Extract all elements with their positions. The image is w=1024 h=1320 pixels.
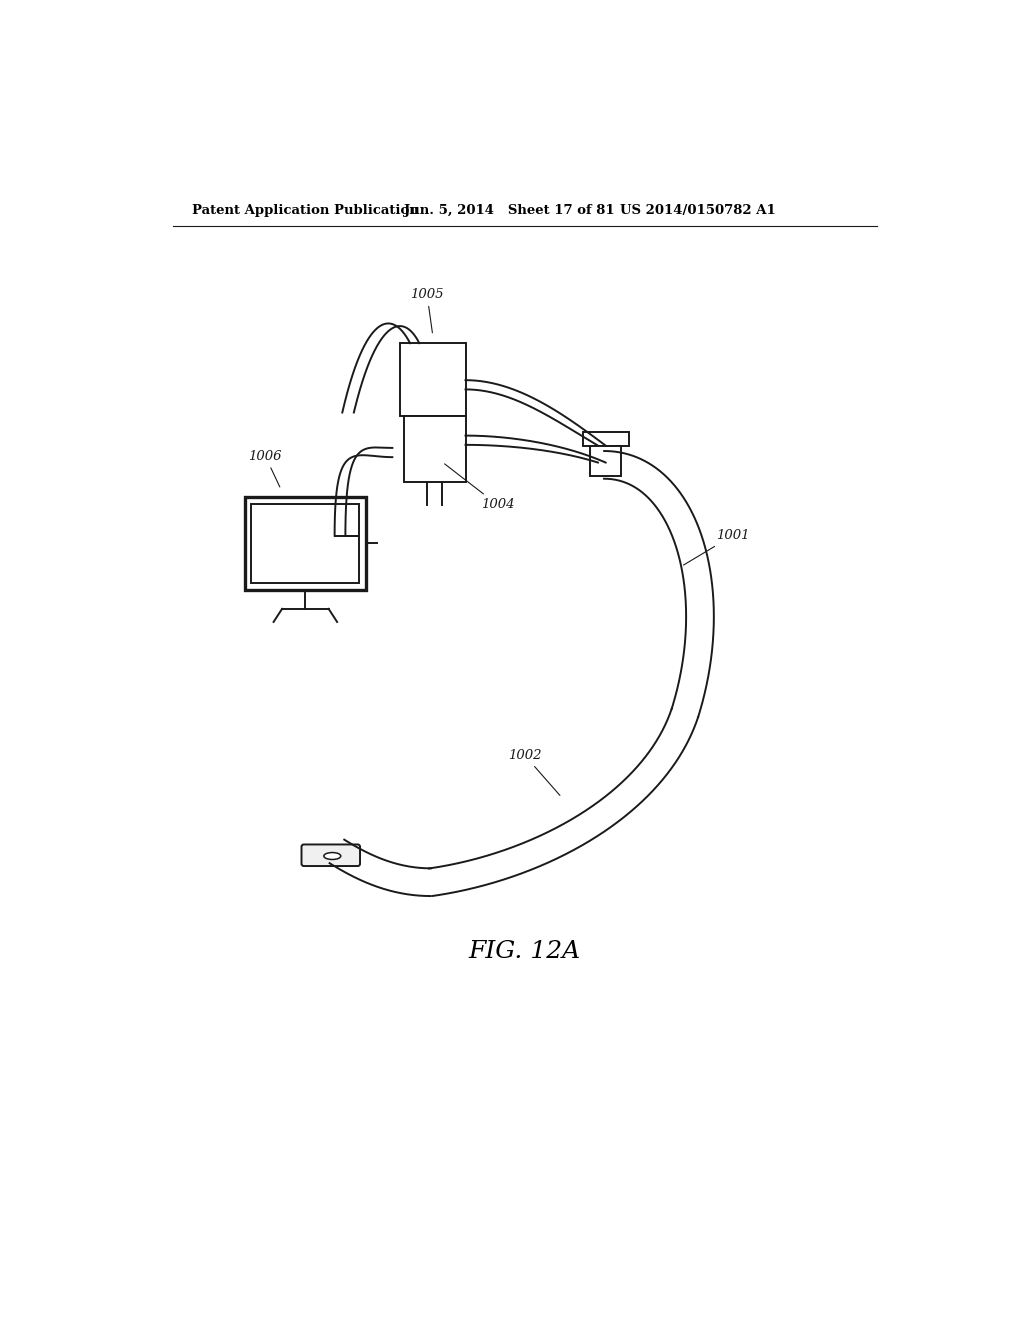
- Text: 1004: 1004: [444, 463, 514, 511]
- Bar: [400, 343, 466, 416]
- Text: Patent Application Publication: Patent Application Publication: [193, 205, 419, 218]
- Bar: [252, 504, 359, 582]
- Text: FIG. 12A: FIG. 12A: [469, 940, 581, 964]
- Bar: [590, 446, 621, 477]
- Ellipse shape: [324, 853, 341, 859]
- Bar: [403, 416, 466, 482]
- Text: 1002: 1002: [508, 748, 560, 796]
- FancyBboxPatch shape: [301, 845, 360, 866]
- Text: Jun. 5, 2014   Sheet 17 of 81: Jun. 5, 2014 Sheet 17 of 81: [403, 205, 614, 218]
- Text: 1006: 1006: [249, 450, 282, 487]
- Bar: [245, 498, 367, 590]
- Text: 1001: 1001: [683, 529, 750, 565]
- Bar: [583, 432, 629, 446]
- Text: US 2014/0150782 A1: US 2014/0150782 A1: [620, 205, 775, 218]
- Text: 1005: 1005: [411, 288, 443, 333]
